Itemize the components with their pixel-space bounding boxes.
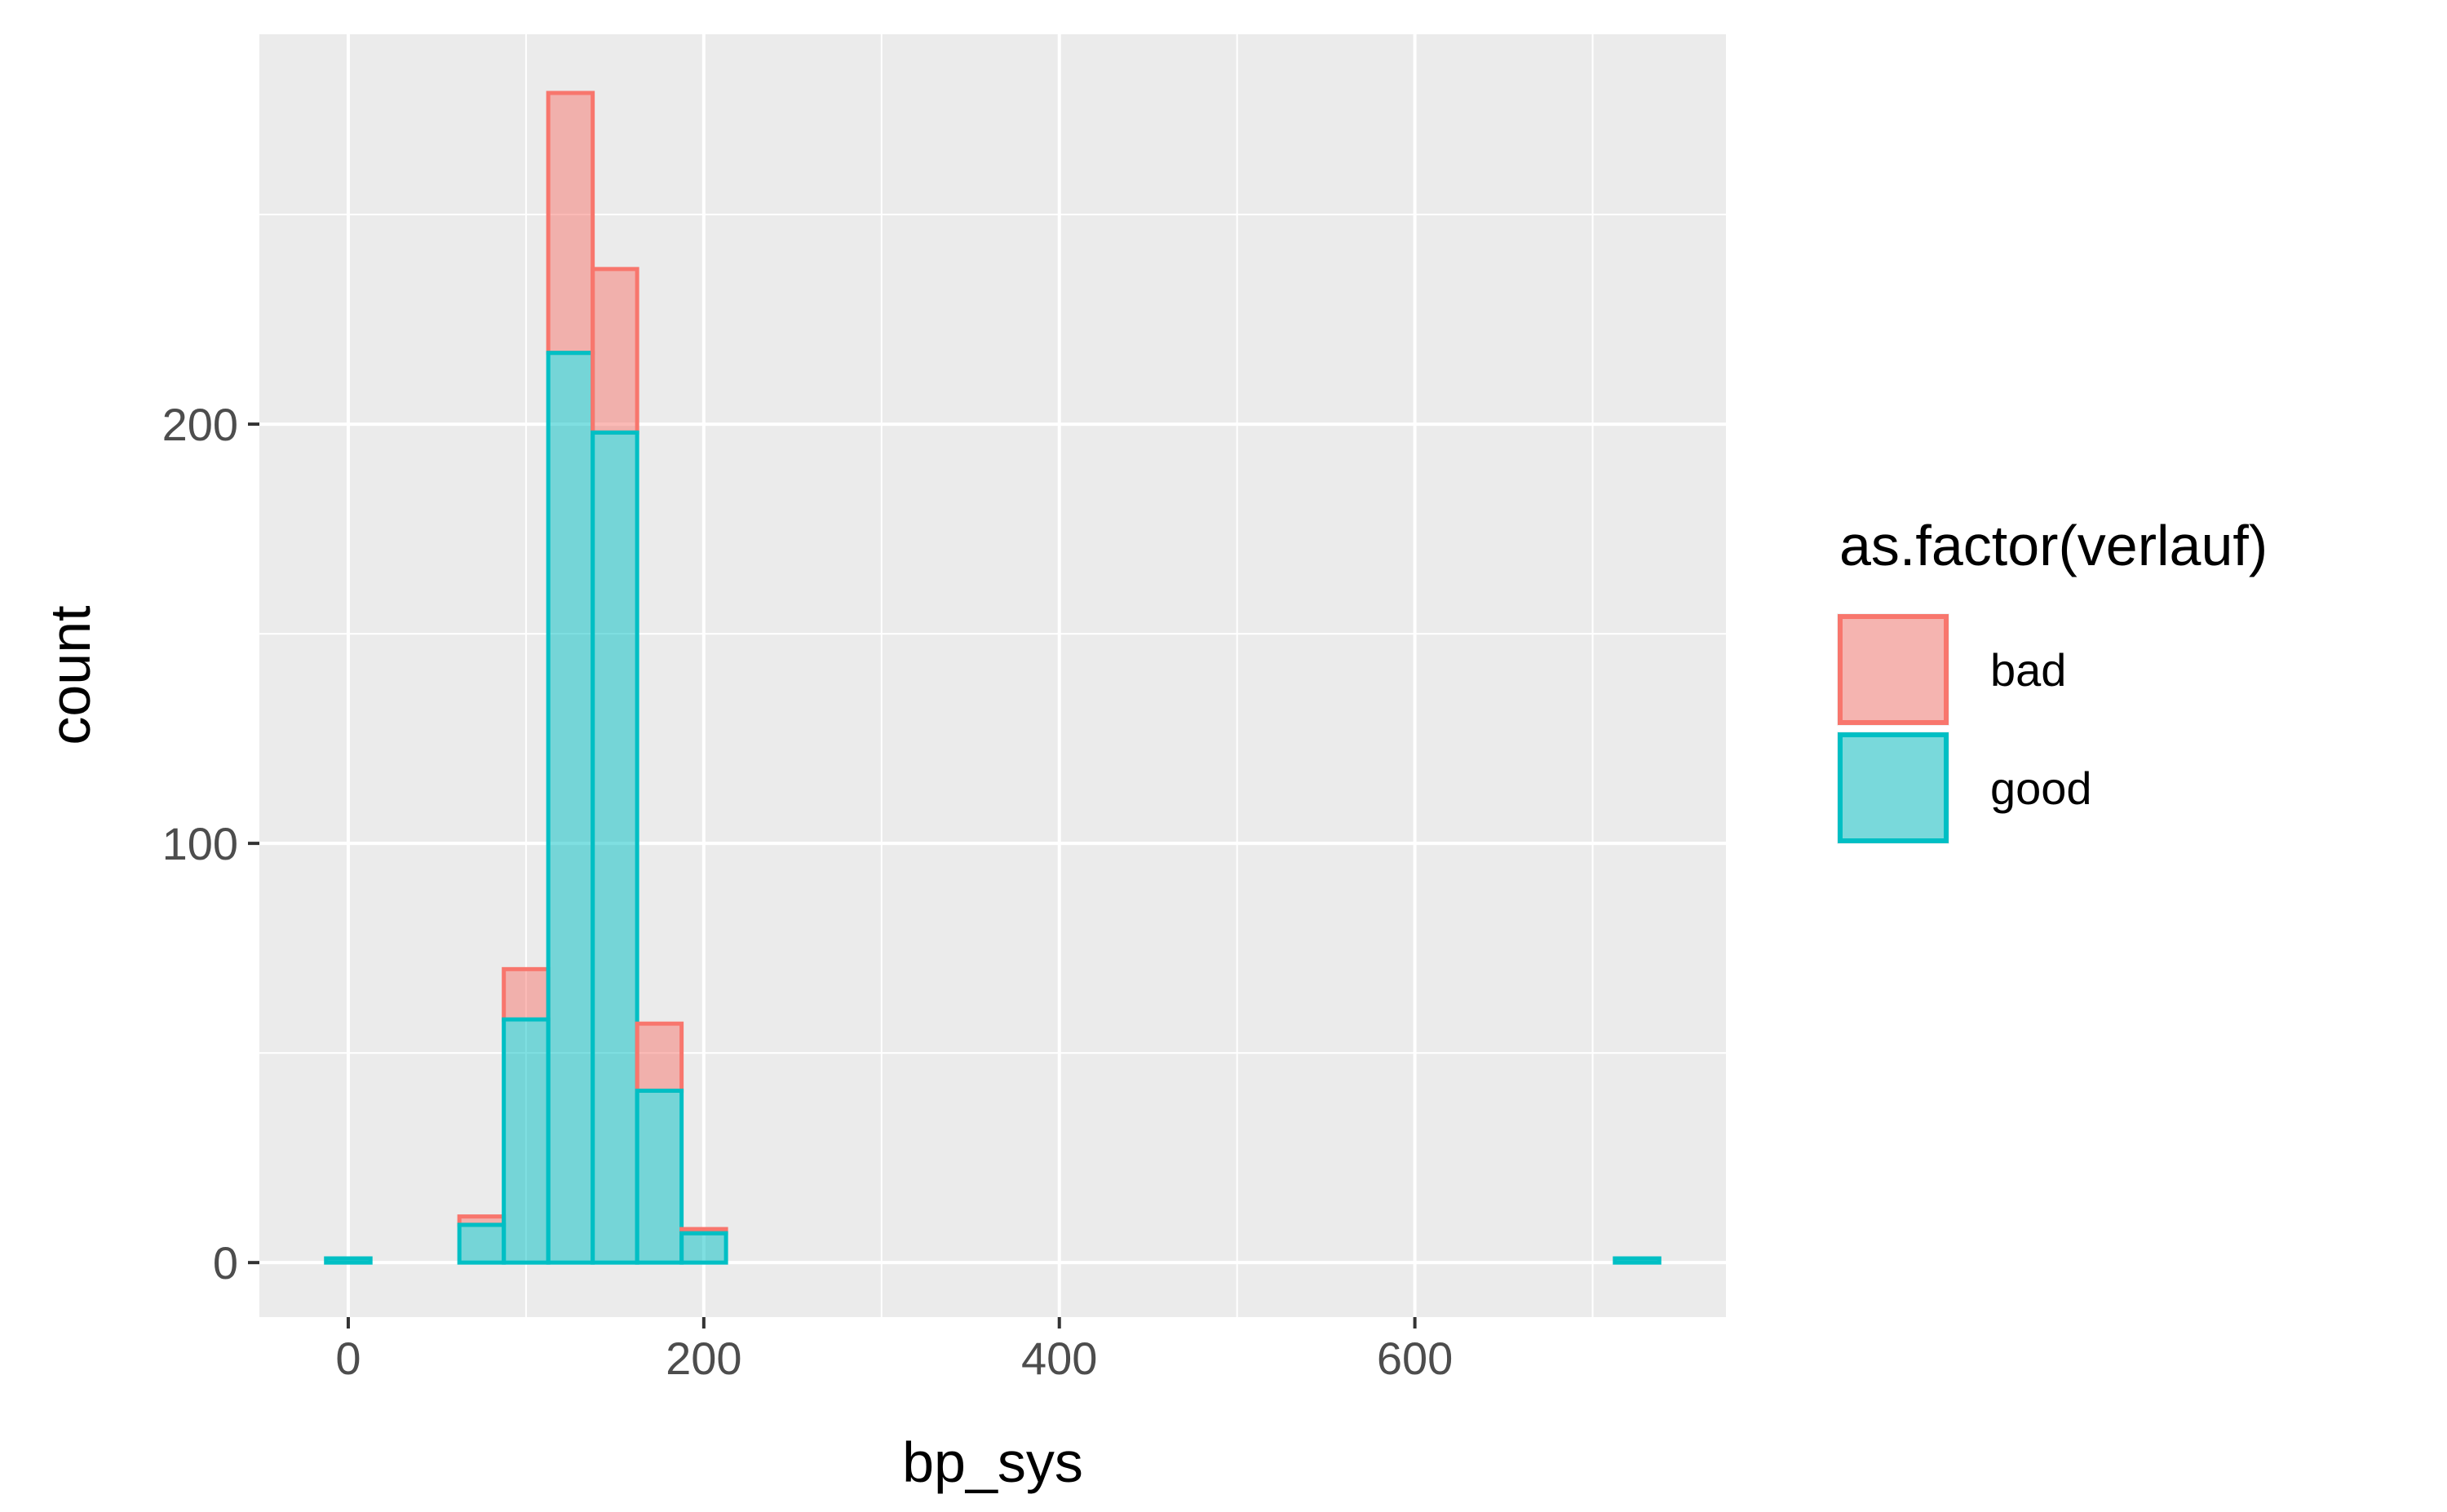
bar-good [635,1088,684,1265]
y-tick-label: 0 [213,1237,238,1289]
bar-bad [502,966,551,1022]
bar-good [546,351,595,1265]
legend-label-bad: bad [1990,644,2066,696]
x-axis-title: bp_sys [902,1430,1083,1494]
y-tick-label: 200 [162,399,238,450]
bar-good [502,1017,551,1265]
x-tick-label: 600 [1377,1333,1453,1384]
bars-layer [324,91,1662,1265]
plot-panel [259,34,1726,1317]
x-tick-label: 0 [335,1333,361,1384]
bar-good [679,1231,728,1265]
bar-bad [546,91,595,356]
legend-label-good: good [1990,763,2092,814]
x-tick-label: 200 [666,1333,741,1384]
legend-title: as.factor(verlauf) [1839,514,2268,577]
y-axis-title: count [38,605,102,745]
legend-key-bad [1838,614,1949,725]
bar-good [1613,1256,1662,1265]
legend: as.factor(verlauf) bad good [1837,514,2268,844]
legend-items: bad good [1837,613,2092,844]
tick-labels: 0 200 400 600 0 100 200 [162,399,1454,1384]
bar-good [457,1222,507,1265]
bar-bad [635,1021,684,1093]
axis-ticks [248,422,1417,1329]
bar-good [324,1256,373,1265]
bar-bad [591,267,639,435]
y-tick-label: 100 [162,818,238,869]
bar-good [591,430,639,1265]
legend-key-good [1838,732,1949,843]
x-tick-label: 400 [1021,1333,1097,1384]
